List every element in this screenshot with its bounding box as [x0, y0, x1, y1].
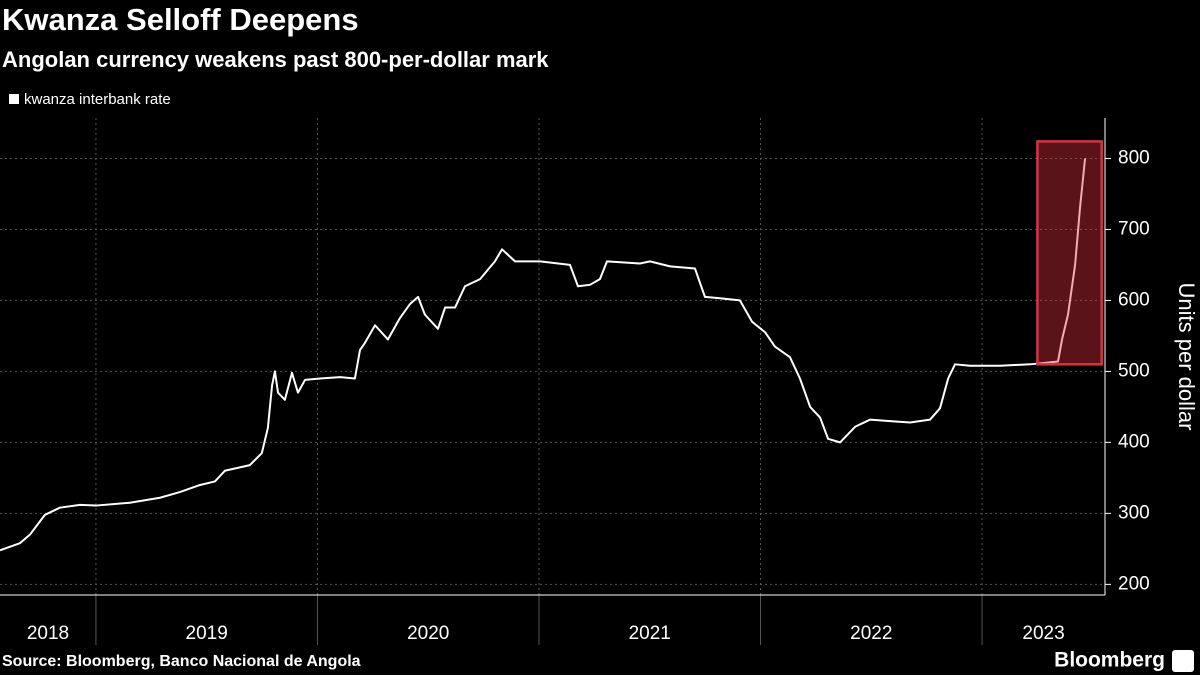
y-tick-label: 600: [1118, 289, 1150, 310]
y-tick-label: 500: [1118, 360, 1150, 381]
x-tick-label: 2020: [407, 623, 449, 644]
x-tick-label: 2023: [1022, 623, 1064, 644]
highlight-box: [1036, 140, 1103, 366]
y-tick-label: 300: [1118, 502, 1150, 523]
chart-subtitle: Angolan currency weakens past 800-per-do…: [2, 47, 549, 72]
y-axis-label: Units per dollar: [1174, 283, 1199, 431]
y-tick-label: 800: [1118, 147, 1150, 168]
y-tick-label: 400: [1118, 431, 1150, 452]
legend-swatch: [9, 94, 19, 104]
y-tick-label: 200: [1118, 573, 1150, 594]
x-tick-label: 2018: [27, 623, 69, 644]
chart-title: Kwanza Selloff Deepens: [2, 2, 359, 37]
x-tick-label: 2019: [186, 623, 228, 644]
brand: Bloomberg: [1054, 649, 1165, 672]
x-tick-label: 2021: [629, 623, 671, 644]
source: Source: Bloomberg, Banco Nacional de Ang…: [2, 653, 361, 670]
y-tick-label: 700: [1118, 218, 1150, 239]
brand-icon: [1172, 650, 1194, 672]
legend-label: kwanza interbank rate: [24, 91, 171, 108]
x-tick-label: 2022: [850, 623, 892, 644]
line: [0, 158, 1087, 552]
